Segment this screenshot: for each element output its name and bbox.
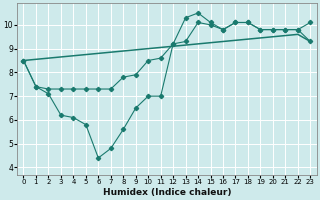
X-axis label: Humidex (Indice chaleur): Humidex (Indice chaleur)	[103, 188, 231, 197]
